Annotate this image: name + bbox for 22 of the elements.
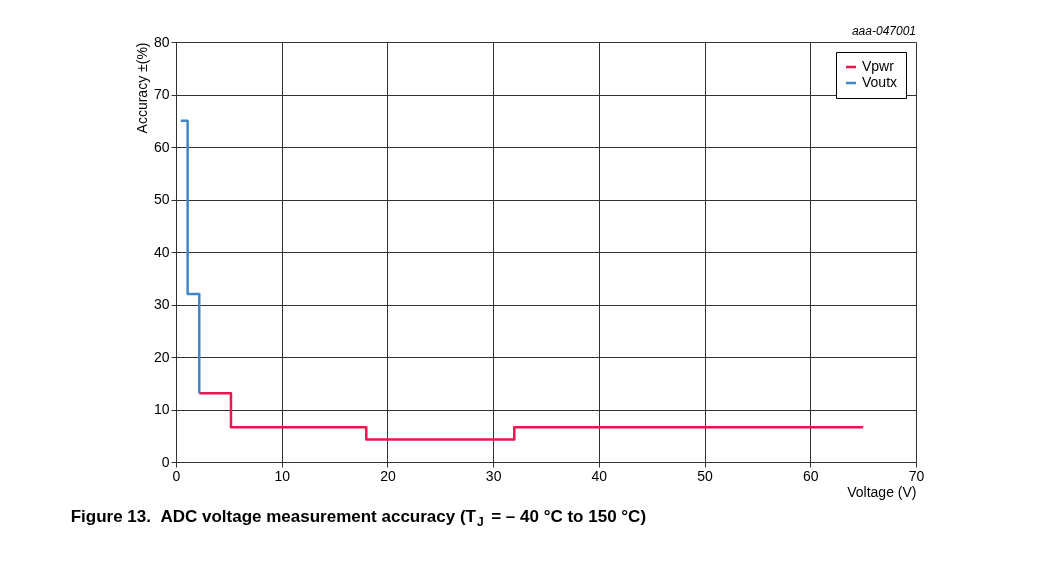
legend-label: Vpwr [862,58,895,74]
y-tick-label: 50 [153,191,170,207]
legend-label: Voutx [862,74,898,90]
y-tick-label: 20 [153,348,170,365]
x-tick-label: 70 [908,467,925,484]
y-tick-label: 30 [153,296,170,312]
x-tick-label: 20 [380,467,396,484]
x-tick-label: 10 [274,467,291,484]
text: aaa-047001 [851,24,916,38]
y-tick-label: 40 [153,243,170,260]
x-tick-label: 0 [172,467,181,484]
x-tick-label: 50 [697,467,714,484]
y-tick-label: 10 [153,401,170,417]
x-axis-title: Voltage (V) [847,483,917,500]
y-tick-label: 60 [153,138,170,155]
y-axis-title: Accuracy ±(%) [133,42,150,134]
x-tick-label: 30 [485,467,502,484]
x-tick-label: 40 [591,467,608,484]
y-tick-label: 80 [153,33,170,50]
y-tick-label: 0 [161,453,170,470]
y-tick-label: 70 [153,86,170,102]
x-tick-label: 60 [803,467,819,484]
